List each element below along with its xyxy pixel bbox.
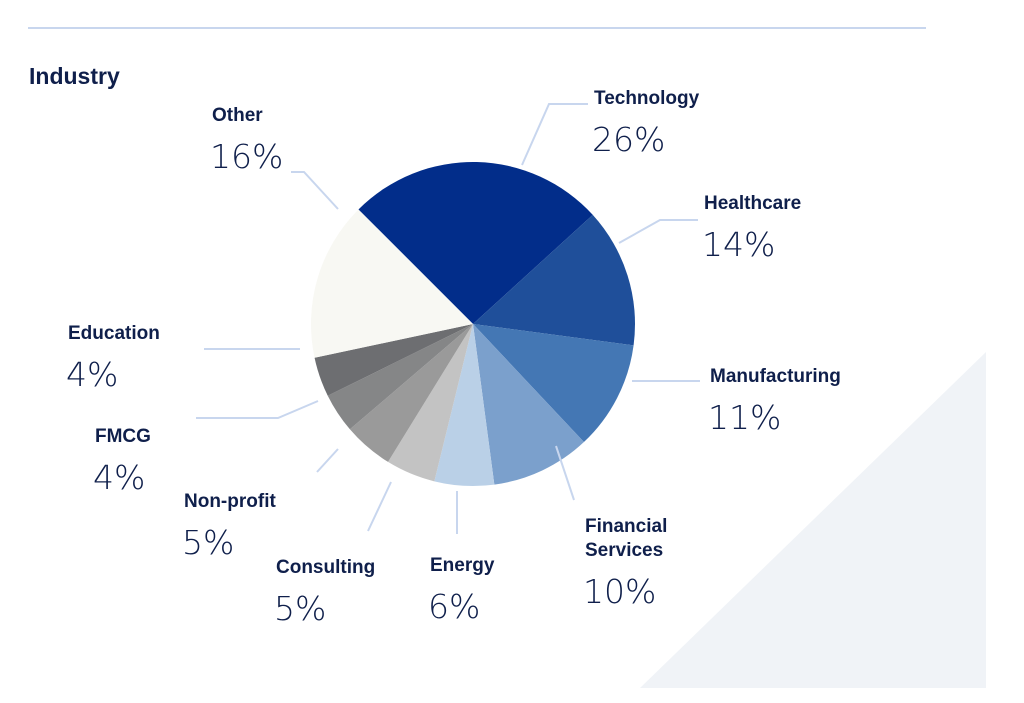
slice-label-text: Education (68, 323, 160, 344)
label-consulting: Consulting 5% (274, 557, 375, 628)
leader-line-technology (521, 103, 588, 166)
label-energy: Energy 6% (428, 555, 495, 626)
top-divider (28, 27, 926, 29)
slice-financial-services (473, 324, 584, 485)
slice-consulting (388, 324, 473, 482)
label-manufacturing: Manufacturing 11% (708, 366, 841, 437)
label-technology: Technology 26% (592, 88, 700, 159)
slice-percent-text: 4% (93, 458, 145, 497)
leader-line-financial-services (555, 445, 575, 501)
slice-label-text: Healthcare (704, 193, 801, 214)
slice-energy (434, 324, 495, 486)
slice-percent-text: 11% (708, 398, 781, 437)
leader-line-consulting (367, 481, 392, 532)
slice-label-text: Consulting (276, 557, 375, 578)
slice-education (314, 324, 473, 396)
slice-other (311, 209, 473, 358)
slice-percent-text: 4% (66, 355, 118, 394)
slice-percent-text: 10% (583, 572, 656, 611)
slice-label-text: Energy (430, 555, 495, 576)
slice-percent-text: 16% (210, 137, 283, 176)
leader-line-healthcare (618, 219, 698, 244)
chart-title: Industry (29, 63, 120, 89)
leader-line-fmcg (196, 400, 319, 419)
slice-label-text: Manufacturing (710, 366, 841, 387)
label-non-profit: Non-profit 5% (182, 491, 276, 562)
label-other: Other 16% (210, 105, 283, 176)
slice-percent-text: 5% (274, 589, 326, 628)
slice-non-profit (349, 324, 473, 462)
slice-label-text: FMCG (95, 426, 151, 447)
slice-label-text: Non-profit (184, 491, 276, 512)
slice-percent-text: 26% (592, 120, 665, 159)
slice-healthcare (473, 214, 635, 346)
slice-manufacturing (473, 324, 634, 443)
slice-label-text: Other (212, 105, 263, 126)
slice-percent-text: 5% (182, 523, 234, 562)
leader-line-non-profit (316, 448, 339, 473)
label-healthcare: Healthcare 14% (702, 193, 801, 264)
slice-percent-text: 14% (702, 225, 775, 264)
label-fmcg: FMCG 4% (93, 426, 151, 497)
slice-percent-text: 6% (428, 587, 480, 626)
slice-fmcg (327, 324, 473, 430)
leader-line-other (291, 171, 339, 210)
slice-label-text: Services (585, 540, 663, 561)
slice-label-text: Technology (594, 88, 700, 109)
label-financial-services: Financial Services 10% (583, 516, 667, 611)
slice-label-text: Financial (585, 516, 667, 537)
label-education: Education 4% (66, 323, 160, 394)
slice-technology (358, 162, 593, 324)
